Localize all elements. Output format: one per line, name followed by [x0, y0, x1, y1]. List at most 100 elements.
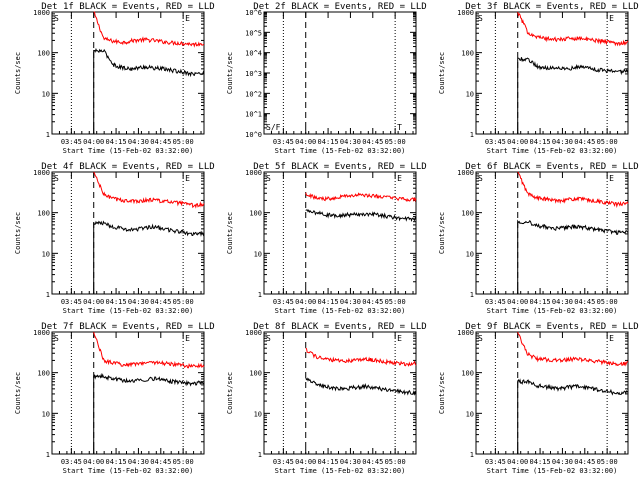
y-tick-label: 1 [46, 451, 50, 459]
x-axis-label: Start Time (15-Feb-02 03:32:00) [487, 307, 618, 315]
events-series-line [305, 209, 417, 222]
x-tick-label: 03:45 [61, 458, 82, 466]
events-series-line [517, 219, 629, 294]
events-series-line [93, 372, 204, 454]
events-series-line [93, 220, 205, 294]
panel-title: Det 3f BLACK = Events, RED = LLD [465, 2, 638, 12]
panel-title: Det 7f BLACK = Events, RED = LLD [41, 322, 214, 332]
y-tick-label: 10^4 [245, 50, 262, 58]
y-tick-label: 1000 [457, 329, 474, 337]
y-tick-label: 1000 [245, 169, 262, 177]
x-axis-label: Start Time (15-Feb-02 03:32:00) [275, 307, 406, 315]
end-flag-label: T [397, 123, 402, 132]
y-tick-label: 10 [42, 410, 50, 418]
y-tick-label: 10^5 [245, 29, 262, 37]
y-tick-label: 1 [470, 291, 474, 299]
x-tick-label: 05:00 [597, 298, 618, 306]
plot-frame [475, 11, 629, 135]
x-tick-label: 04:00 [507, 298, 528, 306]
x-tick-label: 04:00 [83, 298, 104, 306]
y-tick-label: 10 [42, 250, 50, 258]
panel-title: Det 5f BLACK = Events, RED = LLD [253, 162, 426, 172]
panel-title: Det 9f BLACK = Events, RED = LLD [465, 322, 638, 332]
y-tick-label: 100 [37, 50, 50, 58]
panel-title: Det 2f BLACK = Events, RED = LLD [253, 2, 426, 12]
x-tick-label: 04:15 [530, 458, 551, 466]
y-axis-label: Counts/sec [226, 212, 234, 254]
start-flag-label: S [478, 334, 483, 343]
plot-frame [51, 11, 205, 135]
x-tick-label: 04:00 [83, 138, 104, 146]
y-axis-label: Counts/sec [14, 52, 22, 94]
panel-title: Det 8f BLACK = Events, RED = LLD [253, 322, 426, 332]
y-axis-label: Counts/sec [438, 372, 446, 414]
plot-frame [263, 331, 417, 455]
y-tick-label: 100 [249, 370, 262, 378]
y-axis-label: Counts/sec [438, 212, 446, 254]
x-axis-label: Start Time (15-Feb-02 03:32:00) [63, 307, 194, 315]
plot-frame [263, 171, 417, 295]
y-tick-label: 100 [37, 210, 50, 218]
start-flag-label: S [54, 334, 59, 343]
y-tick-label: 1 [258, 451, 262, 459]
x-axis-label: Start Time (15-Feb-02 03:32:00) [63, 147, 194, 155]
x-axis-label: Start Time (15-Feb-02 03:32:00) [487, 467, 618, 475]
events-series-line [517, 378, 629, 454]
x-tick-label: 04:00 [507, 458, 528, 466]
y-tick-label: 100 [461, 370, 474, 378]
start-flag-label: S [266, 334, 271, 343]
plot-frame [51, 331, 205, 455]
x-tick-label: 04:45 [150, 298, 171, 306]
x-tick-label: 04:15 [106, 138, 127, 146]
end-flag-label: E [185, 174, 190, 183]
x-tick-label: 04:15 [530, 138, 551, 146]
x-tick-label: 04:45 [362, 298, 383, 306]
x-tick-label: 04:15 [318, 138, 339, 146]
x-tick-label: 04:45 [362, 458, 383, 466]
panel-title: Det 6f BLACK = Events, RED = LLD [465, 162, 638, 172]
y-tick-label: 1 [46, 131, 50, 139]
x-tick-label: 04:30 [552, 458, 573, 466]
x-tick-label: 03:45 [61, 298, 82, 306]
y-axis-label: Counts/sec [14, 212, 22, 254]
x-tick-label: 04:45 [150, 458, 171, 466]
y-tick-label: 1 [470, 131, 474, 139]
y-tick-label: 1000 [33, 169, 50, 177]
x-tick-label: 04:00 [295, 298, 316, 306]
x-tick-label: 04:45 [362, 138, 383, 146]
events-series-line [517, 57, 629, 134]
start-flag-label: S [266, 174, 271, 183]
end-flag-label: E [609, 174, 614, 183]
panel-title: Det 1f BLACK = Events, RED = LLD [41, 2, 214, 12]
x-tick-label: 04:00 [295, 138, 316, 146]
x-tick-label: 05:00 [385, 458, 406, 466]
x-tick-label: 05:00 [173, 458, 194, 466]
x-tick-label: 05:00 [385, 298, 406, 306]
end-flag-label: E [185, 14, 190, 23]
y-tick-label: 1000 [245, 329, 262, 337]
x-tick-label: 04:45 [574, 298, 595, 306]
y-tick-label: 10^0 [245, 131, 262, 139]
x-tick-label: 03:45 [485, 458, 506, 466]
lld-series-line [93, 331, 205, 369]
start-flag-label: S [54, 174, 59, 183]
x-tick-label: 03:45 [61, 138, 82, 146]
x-tick-label: 04:30 [552, 138, 573, 146]
x-tick-label: 04:30 [340, 458, 361, 466]
x-tick-label: 04:30 [340, 138, 361, 146]
x-tick-label: 04:45 [150, 138, 171, 146]
x-tick-label: 03:45 [273, 138, 294, 146]
x-tick-label: 04:15 [318, 458, 339, 466]
y-tick-label: 10^1 [245, 111, 262, 119]
lld-series-line [517, 171, 629, 209]
y-tick-label: 1 [470, 451, 474, 459]
x-tick-label: 04:00 [295, 458, 316, 466]
lld-series-line [517, 331, 629, 367]
x-tick-label: 05:00 [173, 298, 194, 306]
x-tick-label: 04:00 [507, 138, 528, 146]
lld-series-line [93, 11, 205, 48]
start-flag-label: S/F [266, 123, 281, 132]
y-tick-label: 1000 [457, 169, 474, 177]
y-tick-label: 1 [258, 291, 262, 299]
y-tick-label: 1000 [33, 329, 50, 337]
